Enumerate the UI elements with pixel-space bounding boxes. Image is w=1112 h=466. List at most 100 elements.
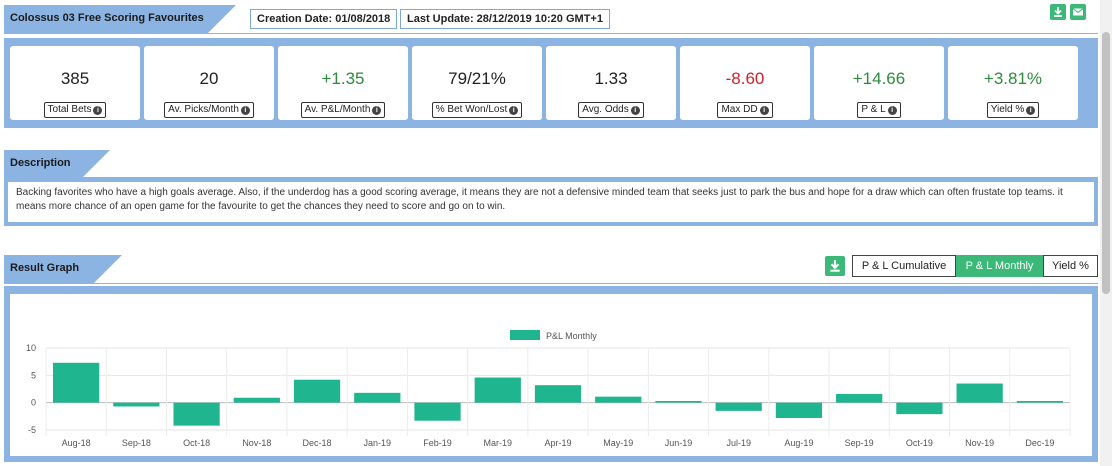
stat-card-total-bets: 385 Total Bets i (10, 46, 140, 120)
stat-card-avg-odds: 1.33 Avg. Odds i (546, 46, 676, 120)
pl-monthly-chart: 10 5 0 -5 Aug-18 Sep-18 Oct-18 Nov-18 Dec-18 Jan-… (26, 330, 1071, 448)
bar-sep-18 (113, 402, 160, 407)
y-tick-label: 5 (31, 370, 36, 380)
info-icon[interactable]: i (509, 106, 519, 115)
x-tick-label: Jun-19 (665, 438, 693, 448)
stat-card-bet-won-lost: 79/21% % Bet Won/Lost i (412, 46, 542, 120)
stat-card-av-pl-month: +1.35 Av. P&L/Month i (278, 46, 408, 120)
y-tick-label: 0 (31, 398, 36, 408)
stat-label-text: Av. Picks/Month (168, 104, 239, 115)
bar-nov-18 (233, 397, 280, 403)
x-tick-label: May-19 (603, 438, 633, 448)
x-tick-label: Nov-19 (965, 438, 994, 448)
x-tick-label: Sep-19 (845, 438, 874, 448)
x-tick-label: Mar-19 (484, 438, 513, 448)
bar-sep-19 (836, 393, 883, 403)
download-icon (830, 260, 840, 272)
stat-label-text: Av. P&L/Month (304, 104, 371, 115)
description-divider (4, 177, 1098, 178)
stat-label[interactable]: Total Bets i (43, 102, 107, 118)
stat-card-av-picks-month: 20 Av. Picks/Month i (144, 46, 274, 120)
info-icon[interactable]: i (1026, 106, 1036, 115)
chart-area: 10 5 0 -5 Aug-18 Sep-18 Oct-18 Nov-18 Dec-18 Jan-… (10, 294, 1092, 456)
creation-date-badge: Creation Date: 01/08/2018 (250, 9, 398, 29)
title-divider (4, 33, 1098, 34)
toggle-pl-cumulative[interactable]: P & L Cumulative (852, 255, 956, 277)
legend-label: P&L Monthly (546, 331, 597, 341)
bar-dec-19 (1016, 401, 1063, 403)
stat-value: -8.60 (725, 69, 765, 88)
bar-oct-19 (896, 402, 943, 415)
description-title: Description (10, 157, 71, 169)
scrollbar-thumb[interactable] (1102, 32, 1110, 294)
stat-label[interactable]: Av. Picks/Month i (164, 102, 254, 118)
x-tick-label: Jan-19 (364, 438, 392, 448)
y-tick-label: -5 (28, 425, 36, 435)
bar-mar-19 (474, 377, 521, 403)
stat-label-text: Avg. Odds (582, 104, 629, 115)
x-tick-label: Oct-18 (183, 438, 210, 448)
bar-jun-19 (655, 401, 702, 403)
stat-label-text: Total Bets (47, 104, 92, 115)
download-icon (1054, 7, 1062, 17)
result-graph-title: Result Graph (10, 262, 80, 274)
stat-label-text: P & L (861, 104, 886, 115)
stat-value: 385 (60, 69, 90, 88)
stat-value: 20 (199, 69, 219, 88)
toggle-pl-monthly[interactable]: P & L Monthly (956, 255, 1043, 277)
bar-aug-18 (53, 362, 100, 403)
stat-label-text: Max DD (721, 104, 758, 115)
result-graph-tab: Result Graph (4, 255, 122, 283)
x-tick-label: Sep-18 (122, 438, 151, 448)
download-button[interactable] (1050, 4, 1066, 20)
x-tick-label: Oct-19 (906, 438, 933, 448)
bar-apr-19 (534, 385, 582, 403)
info-icon[interactable]: i (759, 106, 769, 115)
x-tick-label: Dec-18 (303, 438, 332, 448)
chart-download-button[interactable] (825, 256, 845, 276)
stat-label[interactable]: Av. P&L/Month i (300, 102, 386, 118)
legend-swatch (510, 330, 540, 340)
description-tab: Description (4, 150, 114, 178)
stat-label[interactable]: Max DD i (717, 102, 773, 118)
vertical-scrollbar[interactable] (1100, 0, 1112, 466)
stat-label[interactable]: % Bet Won/Lost i (431, 102, 523, 118)
stat-label[interactable]: Yield % i (986, 102, 1040, 118)
stat-label-text: Yield % (990, 104, 1025, 115)
stat-label[interactable]: Avg. Odds i (578, 102, 644, 118)
stats-panel: 385 Total Bets i 20 Av. Picks/Month i +1.35 Av.… (4, 38, 1098, 128)
x-tick-label: Apr-19 (544, 438, 571, 448)
email-button[interactable] (1070, 4, 1086, 20)
toggle-yield[interactable]: Yield % (1043, 255, 1098, 277)
bar-oct-18 (173, 402, 220, 426)
info-icon[interactable]: i (630, 106, 640, 115)
chart-panel: 10 5 0 -5 Aug-18 Sep-18 Oct-18 Nov-18 Dec-18 Jan-… (4, 286, 1098, 462)
info-icon[interactable]: i (93, 106, 103, 115)
description-panel: Backing favorites who have a high goals … (4, 178, 1098, 226)
stat-label-text: % Bet Won/Lost (435, 104, 508, 115)
strategy-title-tab: Colossus 03 Free Scoring Favourites (4, 5, 236, 33)
stat-card-yield: +3.81% Yield % i (948, 46, 1078, 120)
stat-value: +3.81% (983, 69, 1043, 88)
x-tick-label: Dec-19 (1025, 438, 1054, 448)
info-icon[interactable]: i (372, 106, 382, 115)
info-icon[interactable]: i (887, 106, 897, 115)
stat-card-max-dd: -8.60 Max DD i (680, 46, 810, 120)
y-tick-label: 10 (26, 343, 36, 353)
bar-jul-19 (715, 402, 762, 411)
x-tick-label: Aug-18 (62, 438, 91, 448)
envelope-icon (1072, 8, 1084, 16)
description-text: Backing favorites who have a high goals … (8, 182, 1094, 222)
info-icon[interactable]: i (240, 106, 250, 115)
bar-nov-19 (956, 383, 1003, 403)
x-tick-label: Aug-19 (784, 438, 813, 448)
stat-value: 1.33 (594, 69, 628, 88)
stat-value: 79/21% (448, 69, 506, 88)
x-tick-label: Feb-19 (423, 438, 452, 448)
x-tick-label: Jul-19 (726, 438, 751, 448)
stat-value: +1.35 (321, 69, 365, 88)
bar-dec-18 (293, 379, 341, 403)
